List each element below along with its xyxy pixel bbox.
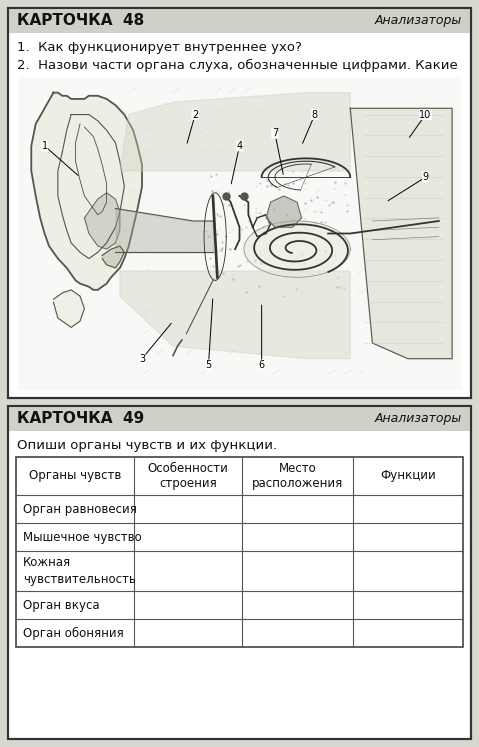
Text: Орган вкуса: Орган вкуса — [23, 598, 100, 612]
Bar — [8, 406, 471, 431]
Polygon shape — [84, 193, 120, 249]
Text: Органы чувств: Органы чувств — [29, 470, 121, 483]
Bar — [16, 457, 463, 647]
Polygon shape — [102, 246, 125, 268]
Polygon shape — [54, 290, 84, 327]
Bar — [8, 8, 471, 398]
Bar — [8, 406, 471, 739]
Polygon shape — [120, 271, 350, 359]
Text: 1: 1 — [42, 141, 47, 151]
Polygon shape — [350, 108, 452, 359]
Text: Кожная
чувствительность: Кожная чувствительность — [23, 557, 136, 586]
Bar — [8, 8, 471, 33]
Bar — [8, 406, 471, 739]
Text: Мышечное чувство: Мышечное чувство — [23, 530, 142, 544]
Text: 1.  Как функционирует внутреннее ухо?: 1. Как функционирует внутреннее ухо? — [17, 41, 302, 54]
Text: 4: 4 — [237, 141, 242, 151]
Text: Орган равновесия: Орган равновесия — [23, 503, 137, 515]
Text: КАРТОЧКА  48: КАРТОЧКА 48 — [17, 13, 144, 28]
Text: Орган обоняния: Орган обоняния — [23, 627, 124, 639]
Text: 6: 6 — [259, 360, 265, 370]
Text: 5: 5 — [205, 360, 212, 370]
Text: 7: 7 — [272, 128, 278, 138]
Text: 8: 8 — [312, 110, 318, 120]
Polygon shape — [31, 93, 142, 290]
Text: 10: 10 — [420, 110, 432, 120]
Text: Анализаторы: Анализаторы — [375, 412, 462, 425]
Text: Опиши органы чувств и их функции.: Опиши органы чувств и их функции. — [17, 439, 277, 452]
Text: Место
расположения: Место расположения — [252, 462, 343, 491]
Text: 2: 2 — [192, 110, 198, 120]
Text: Функции: Функции — [380, 470, 436, 483]
Text: 9: 9 — [422, 172, 429, 182]
Polygon shape — [120, 93, 350, 171]
Bar — [8, 8, 471, 398]
Text: Анализаторы: Анализаторы — [375, 14, 462, 27]
Text: 2.  Назови части органа слуха, обозначенные цифрами. Какие
    функции они выпол: 2. Назови части органа слуха, обозначенн… — [17, 59, 458, 89]
Text: КАРТОЧКА  49: КАРТОЧКА 49 — [17, 411, 144, 426]
Polygon shape — [244, 221, 350, 277]
Text: Особенности
строения: Особенности строения — [148, 462, 228, 491]
Text: 3: 3 — [139, 353, 145, 364]
Polygon shape — [266, 196, 301, 227]
